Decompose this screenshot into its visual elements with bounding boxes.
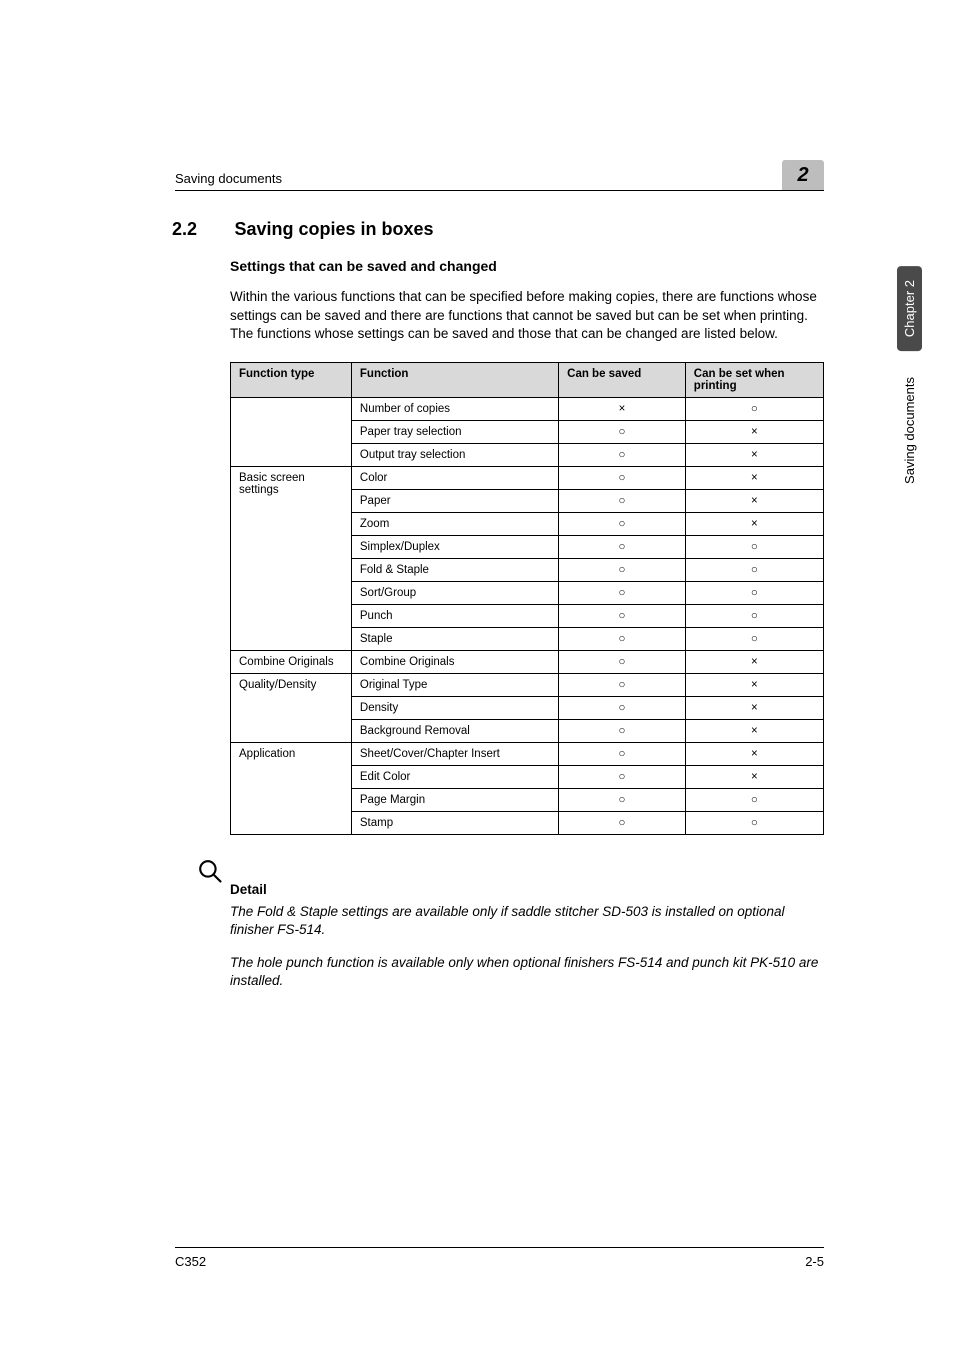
detail-p2: The hole punch function is available onl… — [230, 954, 824, 990]
cell-saved: ○ — [559, 489, 686, 512]
cell-saved: ○ — [559, 765, 686, 788]
th-function: Function — [351, 362, 558, 397]
cell-function: Page Margin — [351, 788, 558, 811]
cell-print: ○ — [685, 604, 823, 627]
cell-saved: ○ — [559, 673, 686, 696]
cell-saved: ○ — [559, 466, 686, 489]
cell-print: × — [685, 765, 823, 788]
cell-print: × — [685, 719, 823, 742]
cell-function: Sort/Group — [351, 581, 558, 604]
cell-function: Combine Originals — [351, 650, 558, 673]
cell-function: Density — [351, 696, 558, 719]
cell-print: × — [685, 443, 823, 466]
cell-type: Quality/Density — [231, 673, 352, 742]
cell-saved: ○ — [559, 558, 686, 581]
cell-saved: ○ — [559, 719, 686, 742]
cell-function: Original Type — [351, 673, 558, 696]
cell-print: × — [685, 512, 823, 535]
cell-function: Number of copies — [351, 397, 558, 420]
cell-function: Output tray selection — [351, 443, 558, 466]
cell-saved: ○ — [559, 604, 686, 627]
cell-type: Basic screen settings — [231, 466, 352, 650]
cell-print: ○ — [685, 581, 823, 604]
th-print: Can be set when printing — [685, 362, 823, 397]
cell-function: Edit Color — [351, 765, 558, 788]
table-row: Quality/DensityOriginal Type○× — [231, 673, 824, 696]
cell-print: × — [685, 466, 823, 489]
detail-p1: The Fold & Staple settings are available… — [230, 903, 824, 939]
functions-table: Function type Function Can be saved Can … — [230, 362, 824, 835]
cell-function: Sheet/Cover/Chapter Insert — [351, 742, 558, 765]
subheading: Settings that can be saved and changed — [230, 258, 824, 274]
footer-right: 2-5 — [805, 1254, 824, 1269]
th-saved: Can be saved — [559, 362, 686, 397]
cell-function: Fold & Staple — [351, 558, 558, 581]
cell-print: ○ — [685, 535, 823, 558]
cell-type: Combine Originals — [231, 650, 352, 673]
cell-function: Staple — [351, 627, 558, 650]
cell-function: Stamp — [351, 811, 558, 834]
cell-saved: ○ — [559, 650, 686, 673]
cell-saved: × — [559, 397, 686, 420]
cell-print: ○ — [685, 558, 823, 581]
detail-label: Detail — [230, 882, 824, 897]
cell-function: Background Removal — [351, 719, 558, 742]
cell-saved: ○ — [559, 627, 686, 650]
table-row: Combine OriginalsCombine Originals○× — [231, 650, 824, 673]
intro-text: Within the various functions that can be… — [230, 288, 824, 344]
table-row: Basic screen settingsColor○× — [231, 466, 824, 489]
table-row: Number of copies×○ — [231, 397, 824, 420]
cell-saved: ○ — [559, 696, 686, 719]
cell-saved: ○ — [559, 512, 686, 535]
cell-print: × — [685, 742, 823, 765]
cell-saved: ○ — [559, 788, 686, 811]
section-number: 2.2 — [172, 219, 230, 240]
cell-function: Paper — [351, 489, 558, 512]
running-title: Saving documents — [175, 171, 282, 186]
cell-saved: ○ — [559, 420, 686, 443]
cell-saved: ○ — [559, 581, 686, 604]
cell-print: ○ — [685, 788, 823, 811]
footer-left: C352 — [175, 1254, 206, 1269]
cell-print: × — [685, 420, 823, 443]
cell-print: ○ — [685, 397, 823, 420]
section-title: Saving copies in boxes — [234, 219, 433, 240]
cell-function: Simplex/Duplex — [351, 535, 558, 558]
cell-print: ○ — [685, 811, 823, 834]
cell-saved: ○ — [559, 742, 686, 765]
cell-saved: ○ — [559, 443, 686, 466]
cell-print: × — [685, 650, 823, 673]
cell-type: Application — [231, 742, 352, 834]
side-chapter-tab: Chapter 2 — [897, 266, 922, 351]
cell-print: × — [685, 696, 823, 719]
cell-type — [231, 397, 352, 466]
side-section-tab: Saving documents — [897, 363, 922, 498]
cell-function: Zoom — [351, 512, 558, 535]
cell-function: Color — [351, 466, 558, 489]
th-type: Function type — [231, 362, 352, 397]
cell-print: × — [685, 489, 823, 512]
cell-function: Punch — [351, 604, 558, 627]
cell-saved: ○ — [559, 535, 686, 558]
cell-saved: ○ — [559, 811, 686, 834]
page-badge: 2 — [782, 160, 824, 190]
cell-print: ○ — [685, 627, 823, 650]
cell-function: Paper tray selection — [351, 420, 558, 443]
table-row: ApplicationSheet/Cover/Chapter Insert○× — [231, 742, 824, 765]
cell-print: × — [685, 673, 823, 696]
